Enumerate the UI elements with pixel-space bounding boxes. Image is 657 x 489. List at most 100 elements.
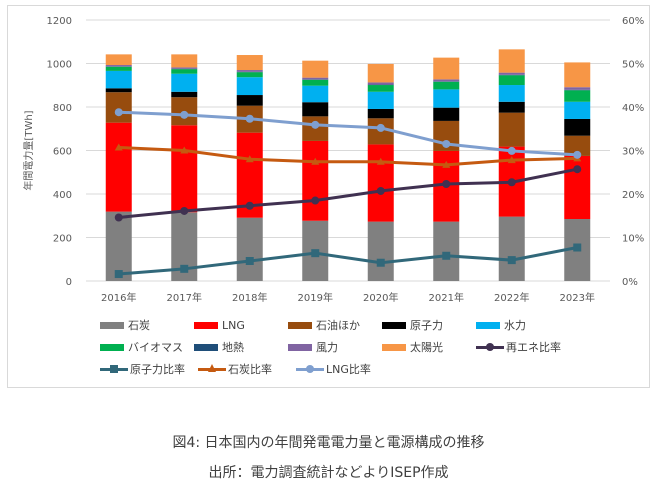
bar-segment (433, 57, 460, 80)
bar-segment (564, 135, 591, 156)
bar-segment (171, 67, 198, 69)
y-tick-label: 1000 (47, 60, 72, 71)
line-point (573, 165, 582, 174)
legend-item: 地熱 (194, 339, 288, 355)
line-point (376, 157, 385, 165)
legend-row: 石炭 LNG 石油ほか 原子力 水力 (100, 314, 620, 336)
y-tick-label: 1200 (47, 16, 72, 27)
legend-label: LNG (222, 318, 245, 332)
line-point (245, 114, 254, 123)
bar-segment (498, 72, 525, 75)
bar-segment (105, 122, 132, 212)
bar-segment (498, 216, 525, 281)
y2-tick-label: 10% (622, 234, 644, 245)
line-point (311, 196, 320, 205)
legend-label: 原子力比率 (130, 363, 185, 376)
legend-label: バイオマス (128, 341, 183, 354)
legend-label: 太陽光 (410, 341, 443, 354)
figure-source: 出所：電力調査統計などよりISEP作成 (208, 465, 449, 481)
legend-row: バイオマス 地熱 風力 太陽光 再エネ比率 (100, 336, 620, 358)
x-tick-label: 2016年 (101, 291, 136, 304)
bar-segment (367, 221, 394, 281)
legend-swatch (288, 343, 312, 351)
bar-segment (433, 221, 460, 281)
legend-item: 水力 (476, 317, 570, 333)
bar-segment (564, 118, 591, 136)
legend-label: 原子力 (410, 319, 443, 332)
legend-item: 原子力比率 (100, 361, 198, 377)
bar-segment (105, 65, 132, 67)
chart-plot: 0 200 400 600 800 1000 1200 0% 10% 20% 30% 40% 50% 60… (22, 16, 644, 304)
line-point (376, 258, 385, 267)
y-tick-label: 0 (66, 277, 72, 288)
line-point (376, 186, 385, 195)
line-point (245, 256, 254, 265)
line-point (507, 146, 516, 155)
bar-segment (236, 55, 263, 71)
bar-segment (171, 69, 198, 74)
line-point (114, 108, 123, 117)
bar-segment (105, 211, 132, 281)
bar-segment (105, 66, 132, 71)
bar-segment (236, 77, 263, 96)
line-series (118, 167, 578, 219)
line-point (180, 206, 189, 215)
legend-swatch (100, 343, 124, 351)
bar-segment (171, 91, 198, 98)
line-point (114, 143, 123, 151)
line-point (245, 201, 254, 210)
legend-swatch (476, 321, 500, 329)
line-point (114, 213, 123, 222)
y2-tick-label: 30% (622, 147, 644, 158)
bar-segment (302, 79, 329, 86)
line-point (507, 256, 516, 265)
line-point (442, 139, 451, 148)
y2-tick-label: 40% (622, 103, 644, 114)
legend-row: 原子力比率 石炭比率 LNG比率 (100, 358, 620, 380)
bar-segment (171, 73, 198, 92)
legend-line-swatch (198, 364, 226, 374)
line-point (180, 146, 189, 154)
bar-segment (498, 75, 525, 86)
bar-segment (433, 89, 460, 108)
legend-swatch (194, 343, 218, 351)
bar-segment (236, 95, 263, 106)
legend-item: LNG比率 (296, 361, 394, 377)
legend-swatch (382, 321, 406, 329)
figure-caption: 図4: 日本国内の年間発電電力量と電源構成の推移 (172, 435, 485, 451)
bar-segment (302, 77, 329, 80)
y-axis-label: 年間電力量[TWh] (22, 110, 35, 190)
line-point (507, 156, 516, 164)
legend-label: 石炭 (128, 319, 150, 332)
legend-swatch (194, 321, 218, 329)
bar-segment (302, 102, 329, 117)
bar-segment (498, 112, 525, 147)
bar-segment (367, 63, 394, 83)
legend-line-swatch (296, 364, 324, 374)
bar-segment (367, 85, 394, 92)
line-point (573, 243, 582, 252)
y2-tick-label: 20% (622, 190, 644, 201)
bar-segment (498, 49, 525, 73)
bar-segment (433, 79, 460, 82)
bar-segment (498, 85, 525, 102)
x-tick-label: 2018年 (232, 291, 267, 304)
legend-line-swatch (476, 342, 504, 352)
legend-item: LNG (194, 319, 288, 332)
y-tick-label: 800 (53, 103, 72, 114)
legend-label: LNG比率 (326, 363, 371, 376)
legend-item: 石炭 (100, 317, 194, 333)
legend-item: 石炭比率 (198, 361, 296, 377)
line-point (311, 157, 320, 165)
y-tick-label: 400 (53, 190, 72, 201)
bar-segment (564, 101, 591, 119)
bar-segment (302, 85, 329, 103)
legend-swatch (288, 321, 312, 329)
legend-swatch (100, 321, 124, 329)
x-tick-label: 2017年 (167, 291, 202, 304)
line-series (118, 246, 578, 276)
legend-label: 石炭比率 (228, 363, 272, 376)
bar-segment (367, 82, 394, 85)
line-point (442, 179, 451, 188)
chart-legend: 石炭 LNG 石油ほか 原子力 水力 バイオマス 地熱 風力 太陽光 再エネ比率 原子力比率 石炭比率… (100, 314, 620, 380)
